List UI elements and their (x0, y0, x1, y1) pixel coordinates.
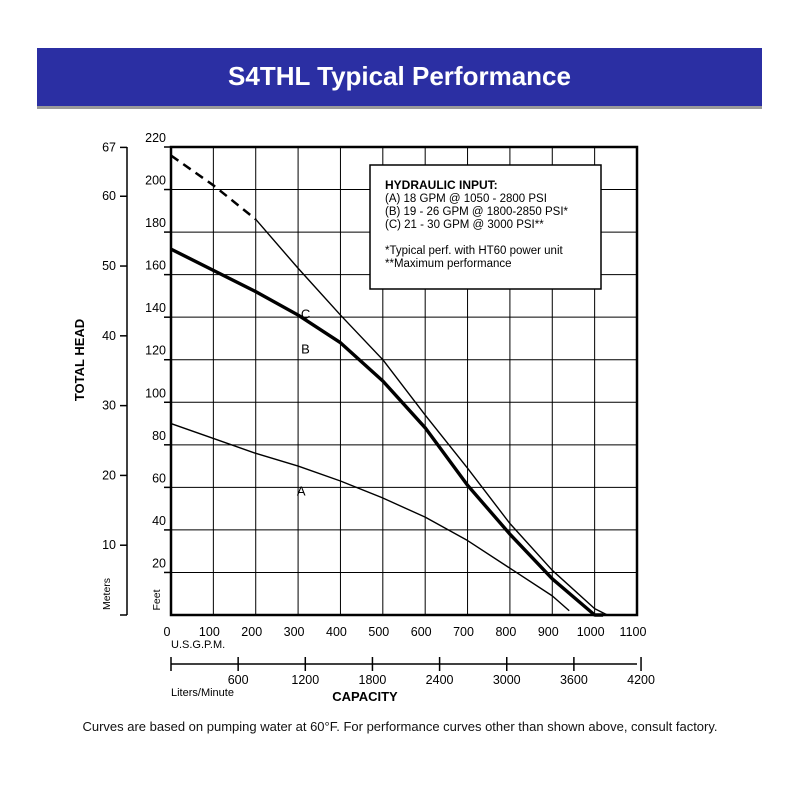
meters-tick-label: 67 (102, 140, 116, 154)
meters-tick-label: 50 (102, 259, 116, 273)
x-tick-label: 600 (411, 625, 432, 639)
axes: 0 100 200 300 400 500 600 700 800 900 1000 1100 20 40… (102, 131, 655, 687)
liters-tick-label: 1800 (359, 673, 387, 687)
series-layer: C B A (170, 154, 608, 617)
series-label-b: B (301, 342, 310, 357)
legend-box: HYDRAULIC INPUT: (A) 18 GPM @ 1050 - 280… (369, 164, 602, 290)
x-tick-label: 0 (164, 625, 171, 639)
series-c-dashed-line (170, 154, 257, 221)
y-tick-label: 220 (145, 131, 166, 145)
y-tick-label: 20 (152, 556, 166, 570)
y-tick-label: 120 (145, 344, 166, 358)
plot-frame (169, 145, 639, 617)
series-label-c: C (301, 306, 310, 321)
x-tick-label: 900 (538, 625, 559, 639)
liters-tick-label: 3000 (493, 673, 521, 687)
meters-tick-label: 60 (102, 189, 116, 203)
x-tick-label: 500 (368, 625, 389, 639)
legend-frame (369, 164, 602, 290)
x-tick-label: 1000 (577, 625, 605, 639)
y-tick-label: 60 (152, 471, 166, 485)
y-tick-label: 80 (152, 429, 166, 443)
liters-tick-label: 2400 (426, 673, 454, 687)
meters-tick-label: 30 (102, 399, 116, 413)
legend-entry-c: (C) 21 - 30 GPM @ 3000 PSI** (385, 219, 544, 231)
series-a-line (170, 422, 570, 612)
liters-tick-label: 3600 (560, 673, 588, 687)
page-title: S4THL Typical Performance (228, 61, 571, 91)
legend-title: HYDRAULIC INPUT: (385, 178, 498, 192)
liters-tick-label: 600 (228, 673, 249, 687)
legend-note-maximum: **Maximum performance (385, 258, 512, 270)
y-tick-label: 140 (145, 301, 166, 315)
y-axis-title: TOTAL HEAD (72, 319, 87, 401)
legend-entry-b: (B) 19 - 26 GPM @ 1800-2850 PSI* (385, 206, 569, 218)
y-tick-label: 200 (145, 174, 166, 188)
y-unit-meters: Meters (101, 578, 113, 610)
x-tick-label: 100 (199, 625, 220, 639)
x-tick-label: 1100 (620, 625, 647, 639)
liters-tick-label: 4200 (627, 673, 655, 687)
x-tick-label: 300 (284, 625, 305, 639)
x-tick-label: 400 (326, 625, 347, 639)
footnote: Curves are based on pumping water at 60°… (82, 719, 718, 734)
y-tick-label: 100 (145, 386, 166, 400)
y-tick-label: 40 (152, 514, 166, 528)
series-label-a: A (297, 484, 306, 499)
y-tick-label: 160 (145, 259, 166, 273)
legend-note-typical: *Typical perf. with HT60 power unit (385, 245, 563, 257)
x-unit-liters: Liters/Minute (171, 687, 234, 699)
x-tick-label: 800 (495, 625, 516, 639)
x-tick-label: 700 (453, 625, 474, 639)
x-unit-gpm: U.S.G.P.M. (171, 639, 225, 651)
meters-tick-label: 10 (102, 538, 116, 552)
x-tick-label: 200 (241, 625, 262, 639)
liters-tick-label: 1200 (291, 673, 319, 687)
meters-tick-label: 20 (102, 468, 116, 482)
y-tick-label: 180 (145, 216, 166, 230)
y-unit-feet: Feet (151, 589, 163, 610)
title-banner: S4THL Typical Performance (37, 48, 762, 109)
series-b-line (170, 247, 604, 617)
series-c-line (255, 218, 608, 616)
legend-entry-a: (A) 18 GPM @ 1050 - 2800 PSI (385, 193, 547, 205)
meters-tick-label: 40 (102, 329, 116, 343)
x-axis-title: CAPACITY (332, 689, 398, 704)
